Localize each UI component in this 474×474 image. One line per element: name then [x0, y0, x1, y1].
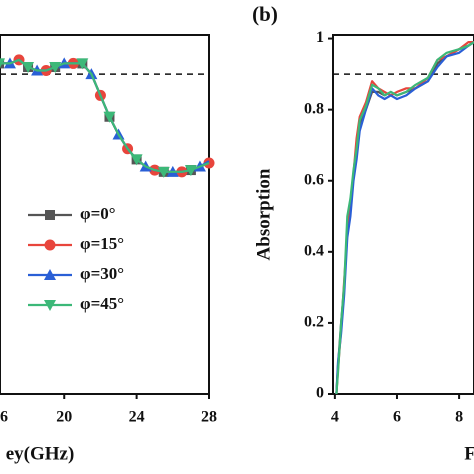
y-tick-label: 0.4 [304, 242, 324, 259]
y-tick-label: 0.8 [304, 100, 324, 117]
y-tick-label: 0.2 [304, 314, 324, 331]
marker [44, 239, 56, 251]
series-line [335, 41, 474, 395]
marker [45, 210, 55, 220]
marker [157, 166, 170, 178]
x-tick-label: 24 [129, 409, 145, 426]
series-line [0, 58, 210, 173]
x-tick-label: 6 [0, 409, 8, 426]
x-tick-label: 4 [331, 409, 339, 426]
x-tick-label: 20 [56, 409, 72, 426]
marker [203, 157, 215, 169]
marker [22, 61, 35, 73]
series-line [335, 41, 474, 395]
x-tick-label: 6 [393, 409, 401, 426]
panel-label: (b) [252, 2, 278, 26]
marker [103, 111, 116, 123]
x-axis-label: ey(GHz) [6, 443, 75, 464]
y-tick-label: 1 [316, 29, 324, 46]
y-axis-label: Absorption [253, 168, 274, 260]
marker [44, 269, 56, 280]
legend-label: φ=15° [80, 234, 124, 253]
marker [184, 165, 197, 177]
marker [76, 58, 89, 70]
marker [0, 58, 6, 68]
legend-label: φ=0° [80, 204, 116, 223]
x-axis-label: F [464, 443, 474, 464]
x-tick-label: 28 [201, 409, 217, 426]
y-tick-label: 0.6 [304, 171, 324, 188]
x-tick-label: 8 [455, 409, 463, 426]
legend-label: φ=30° [80, 264, 124, 283]
plot-frame [332, 34, 474, 395]
y-tick-label: 0 [316, 385, 324, 402]
legend-label: φ=45° [80, 294, 124, 313]
marker [130, 154, 143, 166]
marker [49, 61, 62, 73]
marker [44, 300, 56, 311]
plot-frame [0, 34, 210, 395]
